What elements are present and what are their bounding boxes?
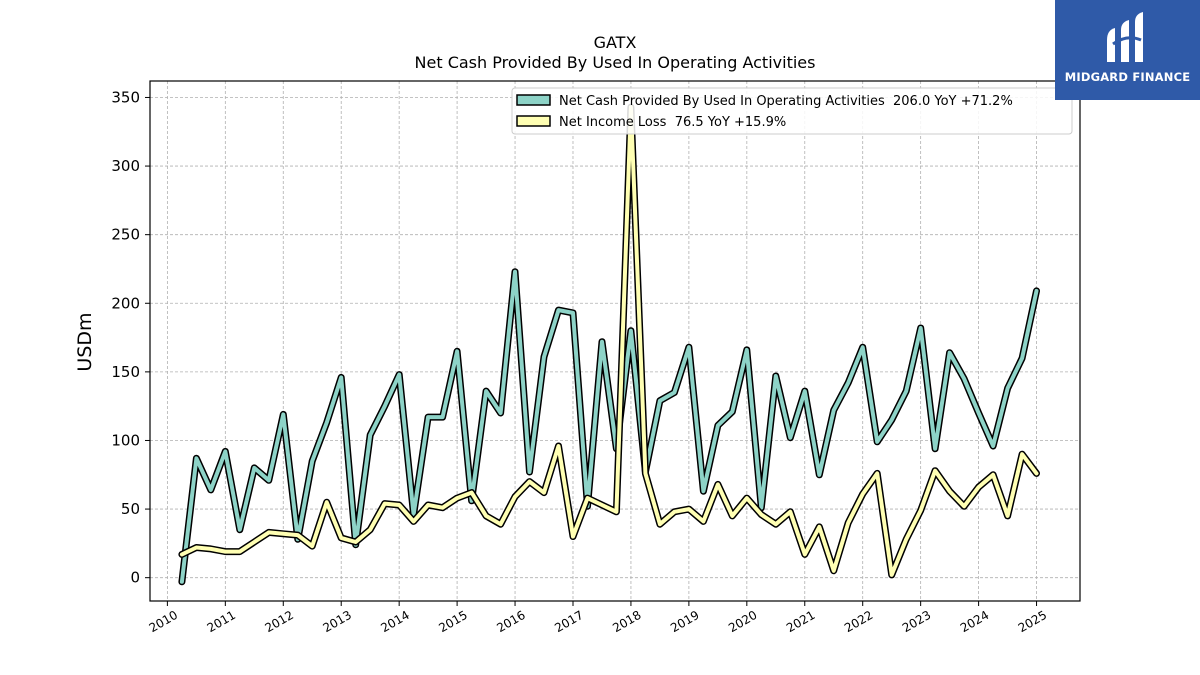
- y-tick-label: 100: [111, 431, 140, 449]
- series-0: [178, 268, 1040, 586]
- chart-title: GATX: [594, 33, 637, 52]
- x-tick-label: 2024: [958, 608, 991, 635]
- x-axis-ticks: 2010 2011 2012 2013 2014 2015 2016 2017 2018 2019…: [147, 601, 1049, 635]
- y-tick-label: 300: [111, 157, 140, 175]
- chart-subtitle: Net Cash Provided By Used In Operating A…: [415, 53, 816, 72]
- legend-label-cash: Net Cash Provided By Used In Operating A…: [559, 94, 1013, 109]
- y-tick-label: 0: [130, 569, 140, 587]
- x-tick-label: 2012: [263, 608, 296, 635]
- logo-text: MIDGARD FINANCE: [1064, 70, 1191, 84]
- y-axis-ticks: 0 50 100 150 200 250 300 350: [111, 88, 150, 587]
- x-tick-label: 2015: [436, 608, 469, 635]
- x-tick-label: 2016: [494, 608, 527, 635]
- y-tick-label: 150: [111, 363, 140, 381]
- series-line-outline: [178, 103, 1040, 579]
- x-tick-label: 2022: [842, 608, 875, 635]
- x-tick-label: 2017: [552, 608, 585, 635]
- x-tick-label: 2010: [147, 608, 180, 635]
- midgard-finance-logo: MIDGARD FINANCE: [1055, 0, 1200, 100]
- y-tick-label: 350: [111, 88, 140, 106]
- grid: [150, 81, 1080, 601]
- y-tick-label: 250: [111, 226, 140, 244]
- x-tick-label: 2020: [726, 608, 759, 635]
- legend-swatch-cash: [516, 94, 551, 106]
- series-lines: [178, 103, 1040, 586]
- x-tick-label: 2014: [378, 608, 411, 635]
- plot-frame: [149, 80, 1081, 602]
- series-line: [179, 269, 1039, 584]
- y-axis-label: USDm: [74, 312, 96, 371]
- x-tick-label: 2011: [205, 608, 238, 635]
- legend-label-income: Net Income Loss 76.5 YoY +15.9%: [559, 115, 786, 130]
- series-line: [179, 105, 1039, 577]
- x-tick-label: 2021: [784, 608, 817, 635]
- logo-mark-icon: [1107, 12, 1143, 62]
- series-1: [178, 103, 1040, 579]
- y-tick-label: 50: [121, 500, 140, 518]
- legend: Net Cash Provided By Used In Operating A…: [511, 87, 1073, 135]
- x-tick-label: 2013: [320, 608, 353, 635]
- y-tick-label: 200: [111, 294, 140, 312]
- x-tick-label: 2019: [668, 608, 701, 635]
- legend-swatch-income: [516, 115, 551, 127]
- x-tick-label: 2018: [610, 608, 643, 635]
- x-tick-label: 2023: [900, 608, 933, 635]
- x-tick-label: 2025: [1016, 608, 1049, 635]
- legend-box: [511, 87, 1073, 135]
